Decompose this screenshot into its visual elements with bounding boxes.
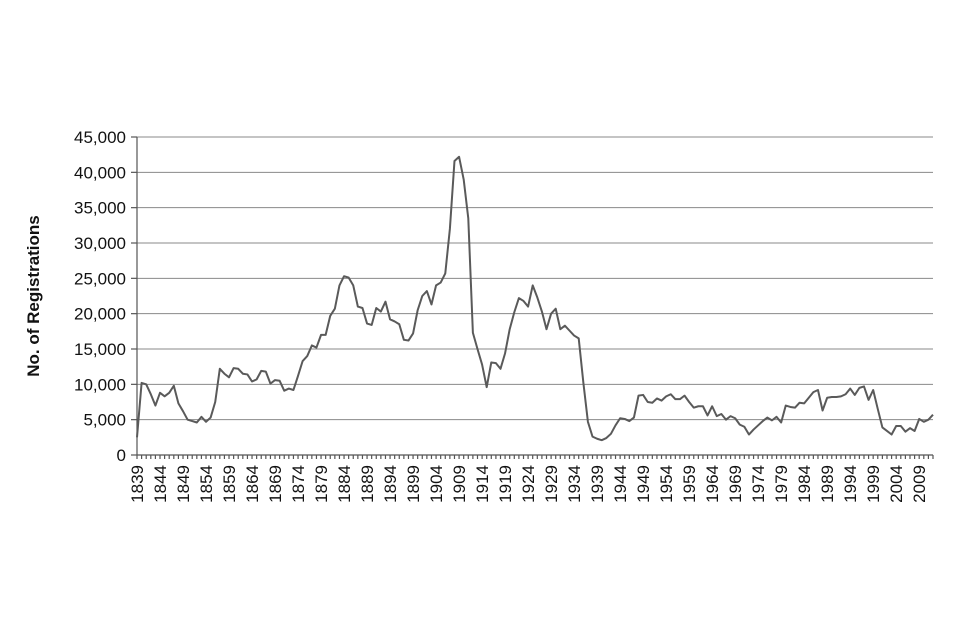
- x-tick-label: 1879: [312, 465, 331, 503]
- x-tick-label: 1999: [864, 465, 883, 503]
- x-tick-label: 1949: [634, 465, 653, 503]
- y-tick-label: 30,000: [74, 234, 126, 253]
- x-tick-label: 1839: [128, 465, 147, 503]
- gridlines: [137, 136, 933, 421]
- x-tick-label: 1969: [726, 465, 745, 503]
- x-tick-label: 1859: [220, 465, 239, 503]
- x-tick-label: 1894: [381, 465, 400, 503]
- y-tick-label: 10,000: [74, 375, 126, 394]
- x-tick-label: 1989: [818, 465, 837, 503]
- y-tick-label: 35,000: [74, 199, 126, 218]
- x-tick-label: 2009: [910, 465, 929, 503]
- y-tick-label: 40,000: [74, 163, 126, 182]
- y-tick-label: 20,000: [74, 305, 126, 324]
- x-tick-label: 1939: [588, 465, 607, 503]
- x-tick-label: 1884: [335, 465, 354, 503]
- x-tick-label: 1849: [174, 465, 193, 503]
- axes: [131, 136, 934, 459]
- y-tick-label: 45,000: [74, 128, 126, 147]
- x-tick-label: 1899: [404, 465, 423, 503]
- x-tick-label: 1869: [266, 465, 285, 503]
- x-tick-label: 1984: [795, 465, 814, 503]
- x-tick-label: 1914: [473, 465, 492, 503]
- y-axis-tick-labels: 0 5,000 10,000 15,000 20,000 25,000 30,000 35,0…: [74, 128, 126, 465]
- x-tick-label: 1904: [427, 465, 446, 503]
- x-tick-label: 1854: [197, 465, 216, 503]
- x-tick-label: 1909: [450, 465, 469, 503]
- x-tick-label: 1964: [703, 465, 722, 503]
- x-tick-label: 1994: [841, 465, 860, 503]
- x-tick-label: 1919: [496, 465, 515, 503]
- x-tick-label: 1874: [289, 465, 308, 503]
- x-tick-label: 1979: [772, 465, 791, 503]
- x-tick-label: 1934: [565, 465, 584, 503]
- x-tick-label: 1954: [657, 465, 676, 503]
- x-tick-label: 1889: [358, 465, 377, 503]
- registrations-series-line: [136, 155, 934, 442]
- y-tick-label: 25,000: [74, 269, 126, 288]
- y-axis-label: No. of Registrations: [24, 215, 43, 377]
- series-layer: [136, 155, 934, 442]
- x-tick-label: 1929: [542, 465, 561, 503]
- x-axis-tick-labels: 1839 1844 1849 1854 1859 1864 1869 1874 1879 1884…: [128, 465, 929, 503]
- x-tick-label: 2004: [887, 465, 906, 503]
- x-tick-label: 1944: [611, 465, 630, 503]
- x-tick-label: 1864: [243, 465, 262, 503]
- x-tick-label: 1844: [151, 465, 170, 503]
- x-tick-label: 1924: [519, 465, 538, 503]
- x-tick-label: 1959: [680, 465, 699, 503]
- y-tick-label: 0: [117, 446, 126, 465]
- y-tick-label: 15,000: [74, 340, 126, 359]
- y-tick-label: 5,000: [83, 411, 126, 430]
- x-tick-label: 1974: [749, 465, 768, 503]
